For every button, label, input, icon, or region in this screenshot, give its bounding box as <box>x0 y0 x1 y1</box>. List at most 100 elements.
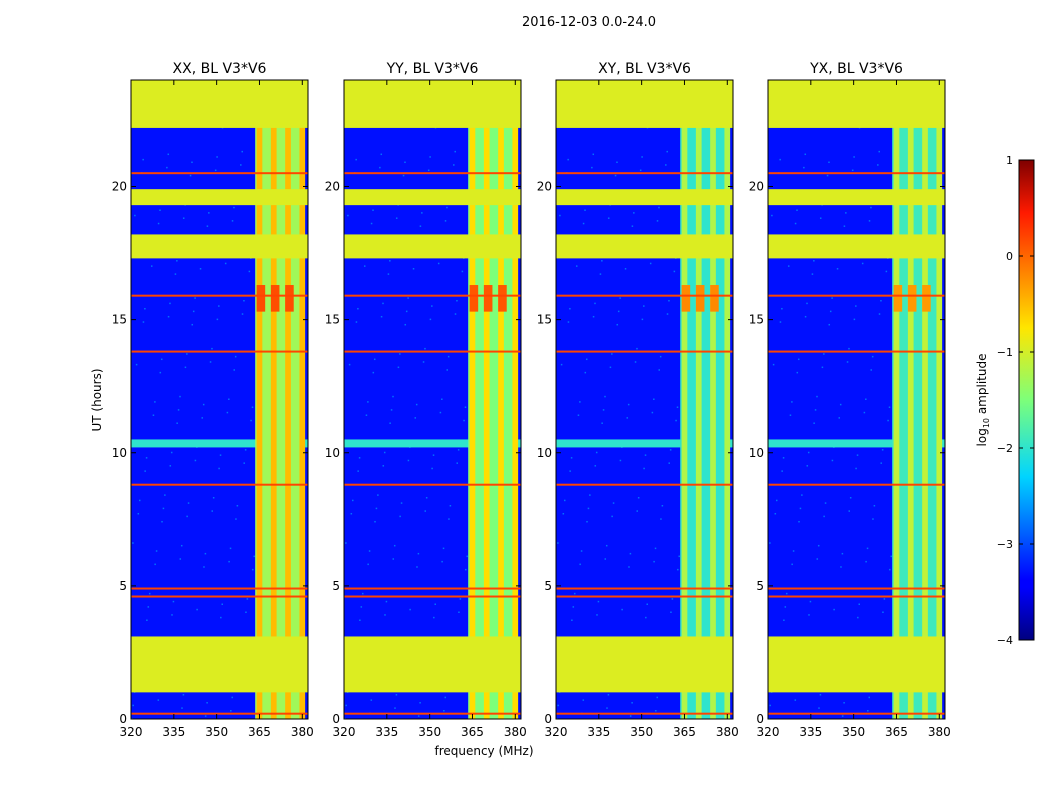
heatmap-speckle <box>846 361 849 363</box>
heatmap-rfi-stripe <box>498 80 504 719</box>
heatmap-speckle <box>779 321 782 323</box>
heatmap-speckle <box>785 592 788 595</box>
heatmap-speckle <box>457 449 460 451</box>
heatmap-speckle <box>656 220 659 222</box>
heatmap-speckle <box>806 302 808 305</box>
heatmap-speckle <box>439 411 442 414</box>
heatmap-speckle <box>374 520 376 523</box>
heatmap-red-line <box>768 595 945 598</box>
heatmap-rfi-band <box>892 80 941 719</box>
y-tick-label: 15 <box>112 313 127 327</box>
heatmap-speckle <box>866 547 869 550</box>
x-tick-label: 380 <box>928 725 951 739</box>
heatmap-speckle <box>789 414 792 416</box>
heatmap-speckle <box>162 507 165 510</box>
panel-title: XX, BL V3*V6 <box>173 61 267 77</box>
heatmap-speckle <box>602 409 605 411</box>
heatmap-speckle <box>784 606 787 608</box>
heatmap-speckle <box>245 611 247 613</box>
y-tick-label: 0 <box>332 712 340 726</box>
y-tick-label: 5 <box>332 579 340 593</box>
heatmap-flagged-block <box>556 189 733 206</box>
heatmap-red-line <box>556 294 733 297</box>
heatmap-speckle <box>214 169 217 172</box>
heatmap-speckle <box>357 470 359 472</box>
heatmap-speckle <box>159 371 162 374</box>
heatmap-speckle <box>881 449 884 451</box>
heatmap-speckle <box>167 315 170 318</box>
heatmap-speckle <box>196 608 198 611</box>
heatmap-red-line <box>131 712 308 715</box>
heatmap-speckle <box>392 395 394 398</box>
heatmap-speckle <box>878 150 880 153</box>
heatmap-speckle <box>444 220 447 222</box>
heatmap-speckle <box>250 419 252 422</box>
heatmap-speckle <box>796 371 799 374</box>
heatmap-red-line <box>344 587 521 590</box>
heatmap-speckle <box>616 323 619 326</box>
heatmap-speckle <box>427 169 430 172</box>
heatmap-speckle <box>244 449 247 451</box>
heatmap-speckle <box>211 347 213 350</box>
heatmap-speckle <box>673 270 676 273</box>
heatmap-speckle <box>801 494 803 496</box>
heatmap-speckle <box>142 158 144 161</box>
heatmap-speckle <box>224 262 227 265</box>
heatmap-rfi-stripe <box>285 80 291 719</box>
y-tick-label: 0 <box>544 712 552 726</box>
x-tick-label: 335 <box>162 725 185 739</box>
heatmap-speckle <box>382 302 384 305</box>
y-tick-label: 0 <box>119 712 127 726</box>
heatmap-speckle <box>624 268 627 270</box>
heatmap-speckle <box>669 449 672 451</box>
heatmap-speckle <box>355 321 358 323</box>
heatmap-speckle <box>417 552 420 555</box>
heatmap-speckle <box>134 214 136 217</box>
heatmap-speckle <box>372 371 375 374</box>
heatmap-speckle <box>228 398 230 400</box>
heatmap-speckle <box>621 608 623 611</box>
heatmap-speckle <box>370 222 373 225</box>
heatmap-speckle <box>817 544 820 547</box>
x-tick-label: 350 <box>842 725 865 739</box>
heatmap-rfi-stripe <box>270 80 277 719</box>
heatmap-rfi-stripe <box>695 80 702 719</box>
heatmap-speckle <box>838 417 841 419</box>
heatmap-speckle <box>811 273 814 275</box>
heatmap-speckle <box>592 315 595 318</box>
heatmap-speckle <box>877 164 879 166</box>
heatmap-speckle <box>407 297 409 299</box>
heatmap-red-line <box>768 587 945 590</box>
heatmap-speckle <box>449 505 452 507</box>
heatmap-flagged-block <box>768 234 945 259</box>
colorbar-label-amplitude: amplitude <box>975 354 989 418</box>
heatmap-red-line <box>556 483 733 486</box>
heatmap-speckle <box>218 467 220 470</box>
x-tick-label: 365 <box>248 725 271 739</box>
heatmap-speckle <box>843 225 846 227</box>
colorbar-label-base: 10 <box>982 418 991 428</box>
heatmap-speckle <box>808 614 810 616</box>
heatmap-speckle <box>253 555 255 558</box>
heatmap-flagged-block <box>556 636 733 693</box>
panel-frame <box>130 79 309 720</box>
heatmap-flagged-block <box>768 636 945 693</box>
heatmap-speckle <box>631 702 633 704</box>
x-tick-label: 365 <box>461 725 484 739</box>
heatmap-speckle <box>646 603 648 606</box>
heatmap-red-line <box>344 595 521 598</box>
x-tick-label: 335 <box>375 725 398 739</box>
heatmap-speckle <box>246 598 249 600</box>
heatmap-speckle <box>819 694 822 696</box>
heatmap-speckle <box>161 520 163 523</box>
heatmap-speckle <box>147 606 150 608</box>
heatmap-speckle <box>791 401 793 403</box>
heatmap-flagged-block <box>131 80 308 128</box>
heatmap-speckle <box>359 619 361 621</box>
heatmap-speckle <box>774 512 777 515</box>
colorbar-tick-label: 0 <box>1006 250 1013 263</box>
heatmap-speckle <box>872 518 874 520</box>
heatmap-speckle <box>660 518 662 520</box>
heatmap-speckle <box>363 265 366 267</box>
